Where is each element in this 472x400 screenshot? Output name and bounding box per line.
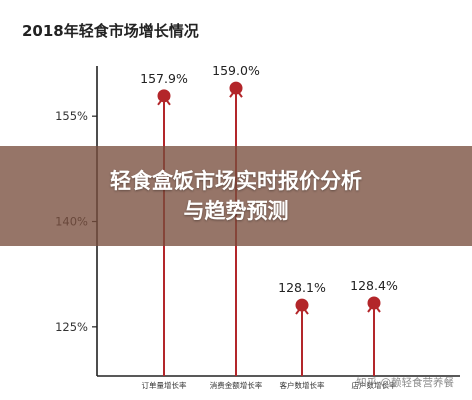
banner-line-1: 轻食盒饭市场实时报价分析 — [110, 169, 362, 193]
data-label: 157.9% — [140, 71, 188, 86]
chart-title: 2018年轻食市场增长情况 — [22, 22, 199, 40]
headline-banner: 轻食盒饭市场实时报价分析 与趋势预测 — [0, 146, 472, 246]
bar-marker — [229, 81, 243, 95]
bar — [295, 298, 309, 376]
category-label: 客户数增长率 — [280, 380, 325, 390]
bar-marker — [295, 298, 309, 312]
bar — [367, 296, 381, 376]
bar-marker — [157, 89, 171, 103]
y-tick-label: 125% — [55, 320, 88, 334]
data-label: 128.4% — [350, 278, 398, 293]
category-label: 消费金额增长率 — [210, 380, 263, 390]
category-label: 店户数增长率 — [352, 380, 397, 390]
y-tick-label: 155% — [55, 109, 88, 123]
category-label: 订单量增长率 — [142, 380, 187, 390]
data-label: 128.1% — [278, 280, 326, 295]
banner-line-2: 与趋势预测 — [183, 199, 289, 223]
watermark: 知乎 @赖轻食营养餐 — [356, 377, 454, 389]
bar-marker — [367, 296, 381, 310]
data-label: 159.0% — [212, 63, 260, 78]
